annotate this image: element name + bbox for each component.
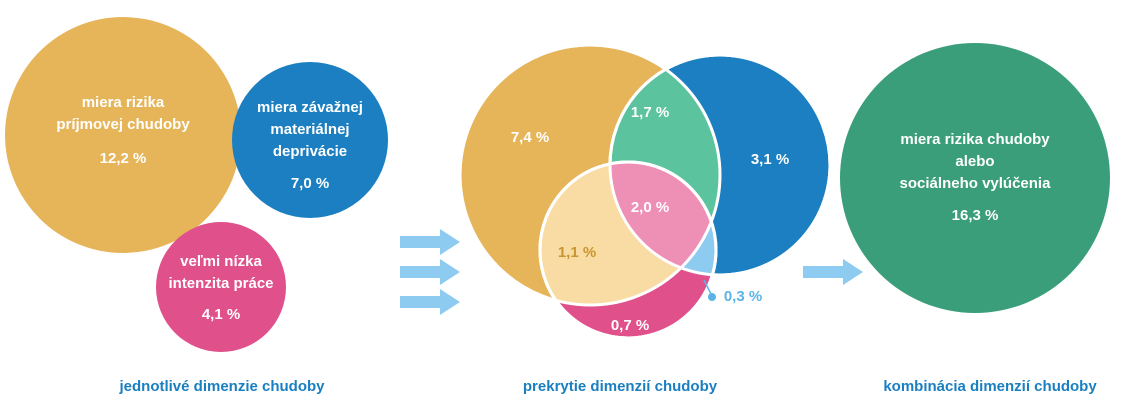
deprivation-circle: [232, 62, 388, 218]
label: deprivácie: [273, 143, 347, 160]
caption: kombinácia dimenzií chudoby: [883, 378, 1097, 395]
region-label: 1,7 %: [631, 104, 669, 121]
label: intenzita práce: [168, 275, 273, 292]
region-label: 1,1 %: [558, 244, 596, 261]
value: 4,1 %: [202, 306, 240, 323]
leader-dot: [708, 293, 716, 301]
label: alebo: [955, 153, 994, 170]
region-label: 2,0 %: [631, 199, 669, 216]
value: 16,3 %: [952, 207, 999, 224]
income-circle: [5, 17, 241, 253]
label: materiálnej: [270, 121, 349, 138]
work-circle: [156, 222, 286, 352]
caption: jednotlivé dimenzie chudoby: [118, 378, 325, 395]
region-label: 7,4 %: [511, 129, 549, 146]
region-label: 0,7 %: [611, 317, 649, 334]
label: miera závažnej: [257, 99, 363, 116]
combined-circle: [840, 43, 1110, 313]
arrows: [400, 229, 863, 315]
region-label: 3,1 %: [751, 151, 789, 168]
value: 12,2 %: [100, 150, 147, 167]
label: sociálneho vylúčenia: [900, 175, 1052, 192]
venn: [458, 43, 832, 340]
region-label: 0,3 %: [724, 288, 762, 305]
label: veľmi nízka: [180, 253, 262, 270]
label: miera rizika chudoby: [900, 131, 1050, 148]
label: príjmovej chudoby: [56, 116, 190, 133]
caption: prekrytie dimenzií chudoby: [523, 378, 718, 395]
value: 7,0 %: [291, 175, 329, 192]
label: miera rizika: [82, 94, 165, 111]
